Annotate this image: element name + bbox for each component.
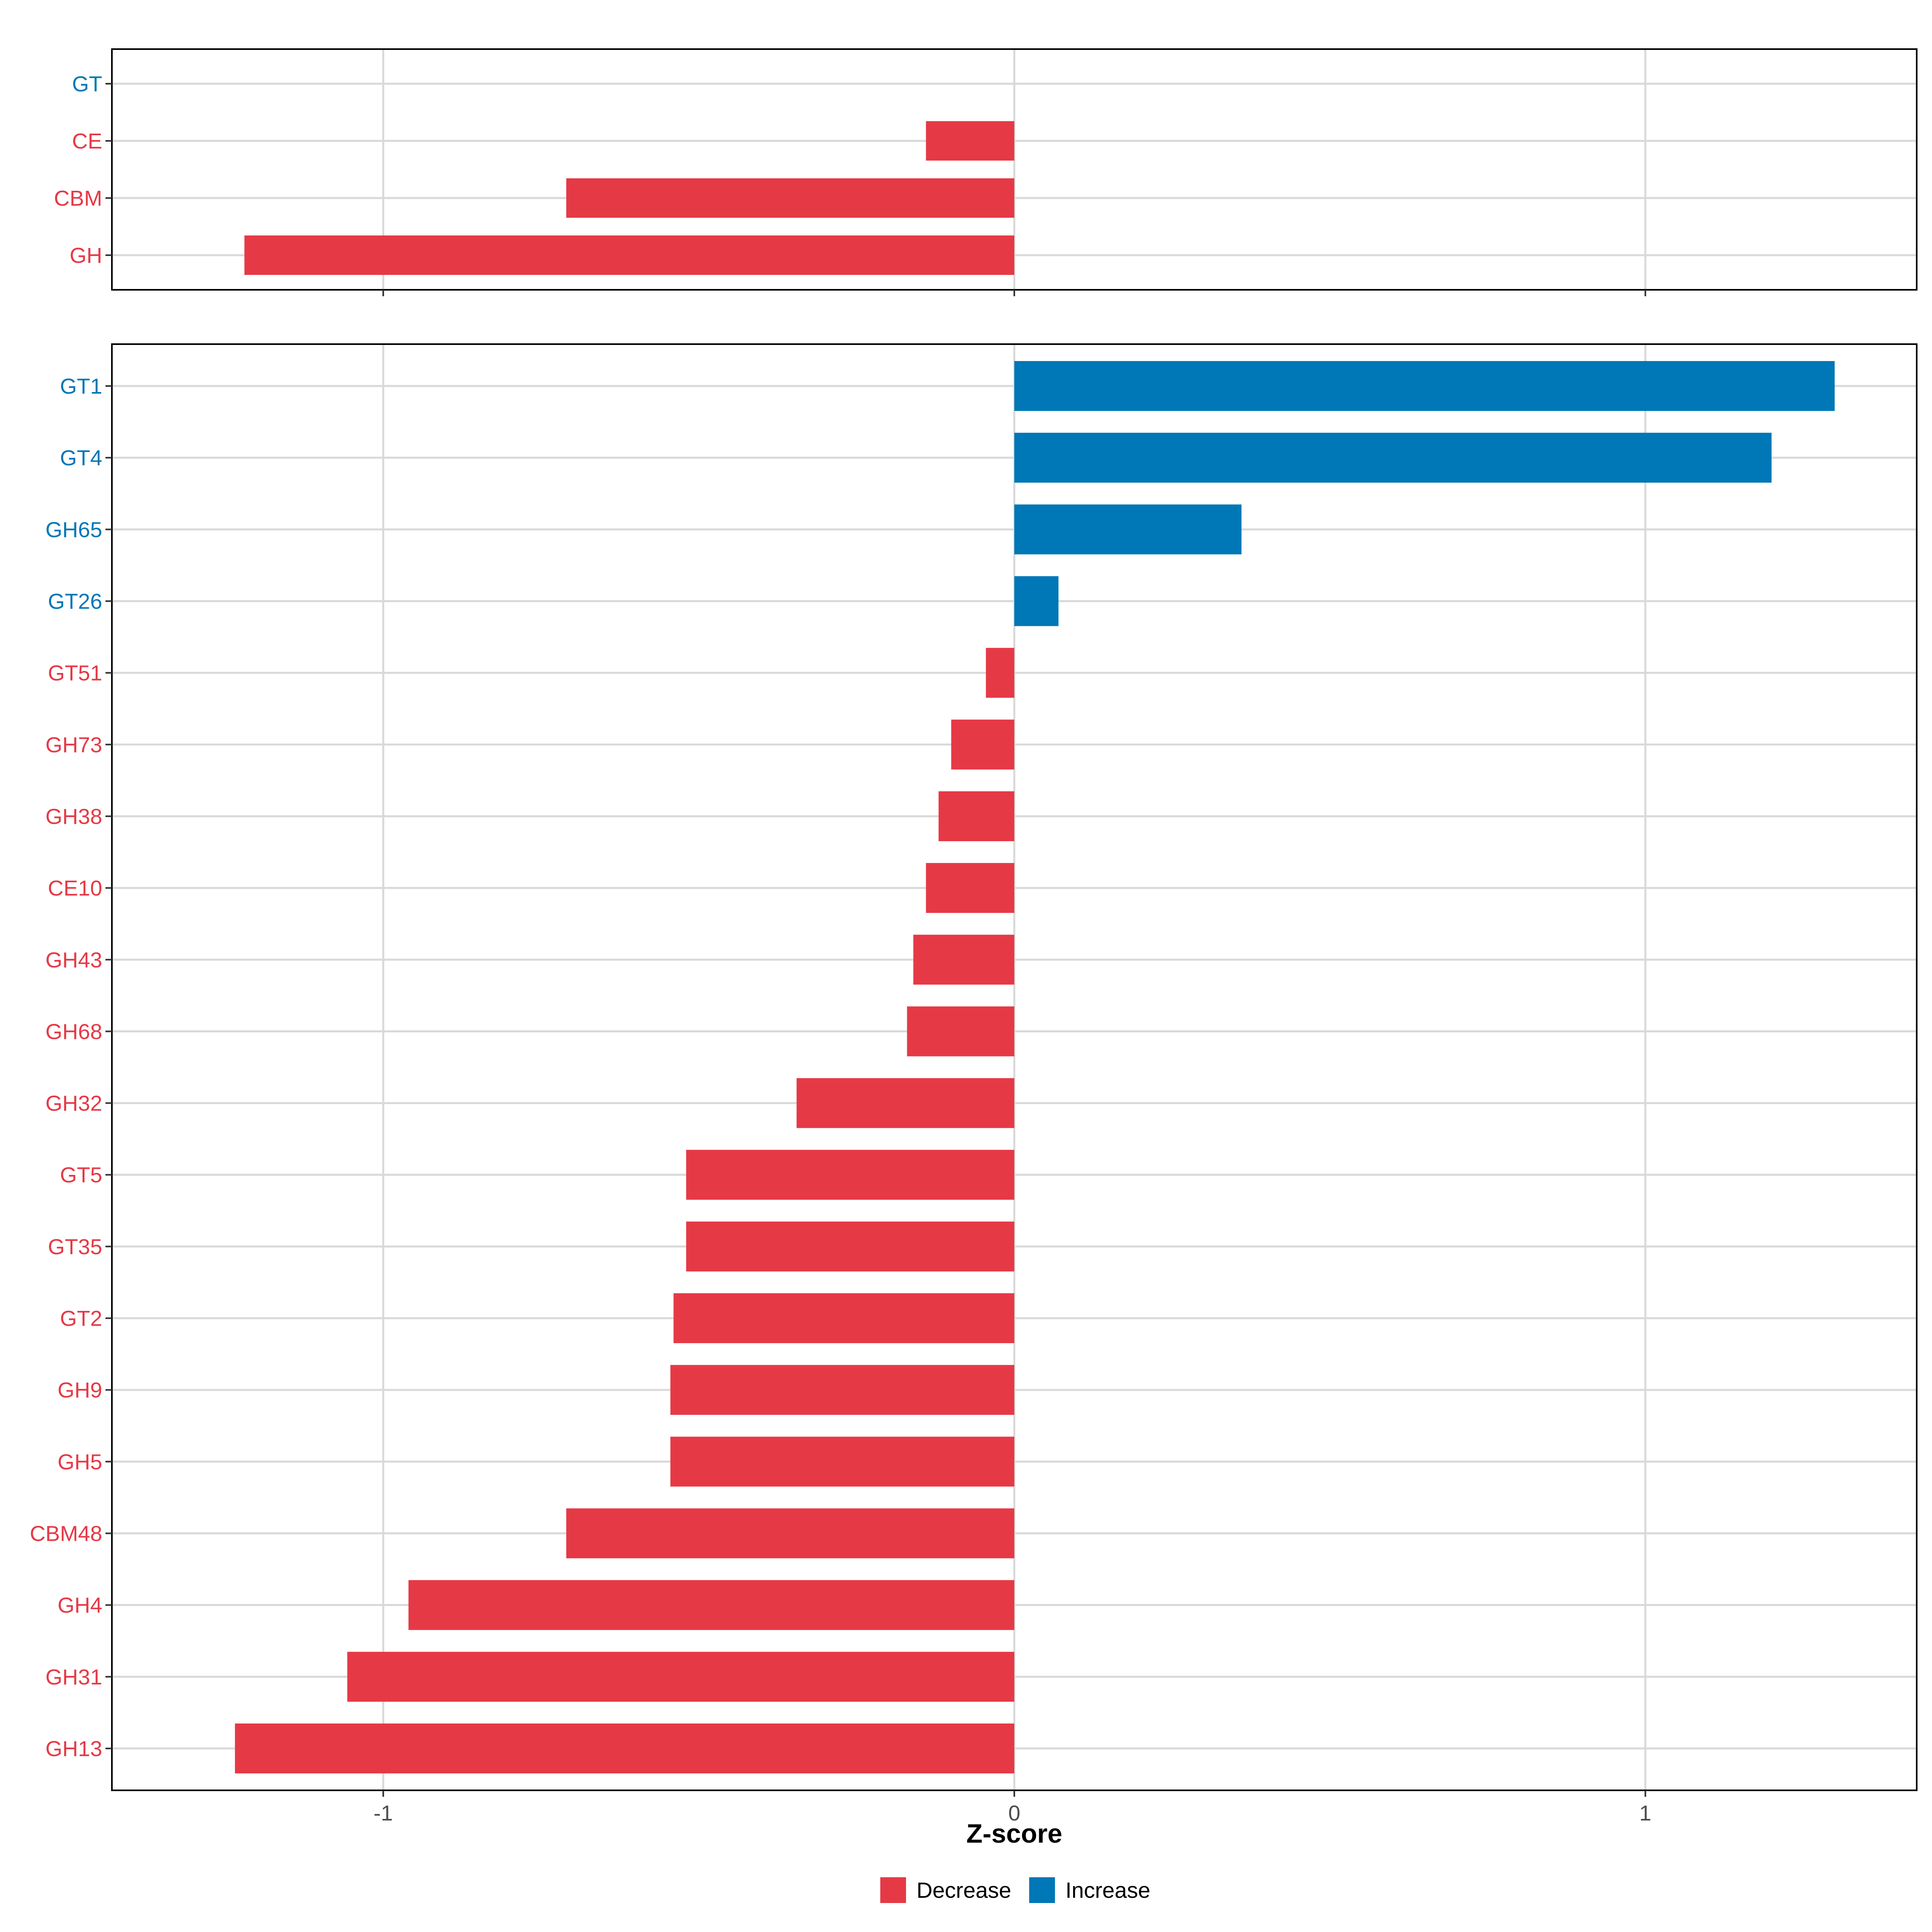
bottom-y-tick-label-gt5: GT5 <box>60 1163 102 1187</box>
bottom-bar-gh13 <box>235 1724 1014 1773</box>
bottom-y-tick-label-gh13: GH13 <box>45 1737 102 1761</box>
top-bar-gh <box>244 235 1014 275</box>
bottom-bar-gh31 <box>347 1651 1014 1702</box>
bottom-x-tick-label: -1 <box>374 1801 393 1825</box>
bottom-y-tick-label-gh73: GH73 <box>45 733 102 757</box>
bottom-bar-gt51 <box>986 648 1014 698</box>
bottom-bar-gh65 <box>1014 504 1242 555</box>
bottom-bar-gh73 <box>951 719 1014 770</box>
bottom-y-tick-label-gt1: GT1 <box>60 374 102 398</box>
bottom-y-tick-label-gh5: GH5 <box>58 1450 102 1474</box>
bottom-bar-gh9 <box>670 1365 1014 1415</box>
bottom-y-tick-label-gh43: GH43 <box>45 948 102 972</box>
top-panel: GT CE CBM GH <box>54 48 1918 296</box>
bottom-bar-gt26 <box>1014 576 1059 626</box>
bottom-panel: GT1GT4GH65GT26GT51GH73GH38CE10GH43GH68GH… <box>30 343 1918 1825</box>
legend-swatch-decrease <box>880 1877 906 1903</box>
bottom-bar-gh68 <box>907 1006 1014 1057</box>
bottom-y-tick-label-gt51: GT51 <box>48 661 102 685</box>
bottom-y-tick-label-gt26: GT26 <box>48 589 102 613</box>
bottom-y-tick-label-gt2: GT2 <box>60 1307 102 1331</box>
x-axis-title: Z-score <box>966 1818 1062 1848</box>
bottom-bar-cbm48 <box>566 1508 1014 1558</box>
bottom-y-tick-label-gh31: GH31 <box>45 1665 102 1689</box>
bottom-x-tick-label: 0 <box>1008 1801 1020 1825</box>
bottom-bar-gh5 <box>670 1437 1014 1487</box>
bottom-bar-gt4 <box>1014 433 1772 483</box>
bottom-bar-gh32 <box>797 1078 1014 1128</box>
top-bar-cbm <box>566 178 1014 218</box>
top-y-tick-label-cbm: CBM <box>54 186 102 211</box>
top-bar-ce <box>926 121 1014 161</box>
bottom-bar-gh4 <box>408 1580 1014 1630</box>
bottom-y-tick-label-gh9: GH9 <box>58 1378 102 1402</box>
top-y-tick-label-gt: GT <box>72 72 102 96</box>
top-y-tick-label-ce: CE <box>72 129 102 153</box>
bottom-y-tick-label-gh38: GH38 <box>45 805 102 829</box>
top-y-tick-label-gh: GH <box>70 244 102 268</box>
bottom-y-tick-label-gh65: GH65 <box>45 518 102 542</box>
bottom-y-tick-label-gh32: GH32 <box>45 1092 102 1116</box>
bottom-bar-gt1 <box>1014 361 1835 411</box>
bottom-bar-gt35 <box>686 1221 1014 1271</box>
bottom-y-tick-label-ce10: CE10 <box>48 876 102 900</box>
legend-label-decrease: Decrease <box>916 1878 1011 1903</box>
bottom-y-tick-label-gh68: GH68 <box>45 1020 102 1044</box>
legend-swatch-increase <box>1029 1877 1055 1903</box>
bottom-bar-ce10 <box>926 863 1014 913</box>
legend: Decrease Increase <box>880 1877 1150 1903</box>
bottom-x-tick-label: 1 <box>1639 1801 1651 1825</box>
bottom-bar-gh38 <box>938 791 1014 841</box>
bottom-y-tick-label-gt4: GT4 <box>60 446 102 470</box>
bottom-y-tick-label-gt35: GT35 <box>48 1235 102 1259</box>
bottom-bar-gh43 <box>913 935 1014 985</box>
legend-label-increase: Increase <box>1065 1878 1150 1903</box>
bottom-bar-gt5 <box>686 1150 1014 1200</box>
bottom-y-tick-label-gh4: GH4 <box>58 1593 102 1618</box>
bottom-bar-gt2 <box>673 1293 1014 1344</box>
bottom-y-tick-label-cbm48: CBM48 <box>30 1522 102 1546</box>
